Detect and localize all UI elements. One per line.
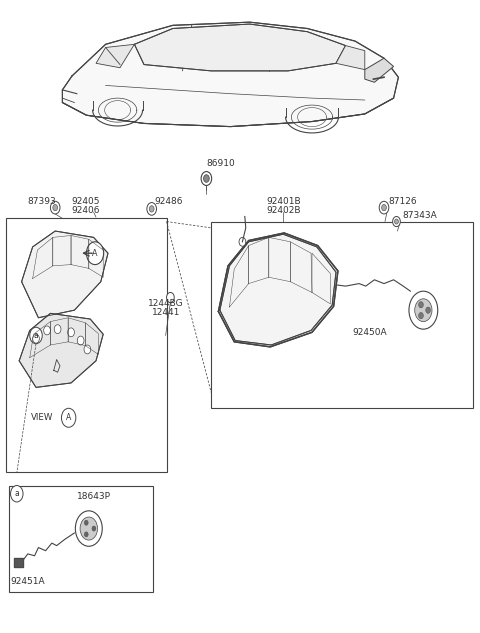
Circle shape — [86, 242, 104, 265]
Circle shape — [80, 517, 97, 540]
Polygon shape — [19, 313, 103, 387]
Circle shape — [382, 204, 386, 211]
Polygon shape — [14, 558, 23, 567]
Circle shape — [61, 408, 76, 427]
Text: VIEW: VIEW — [31, 413, 54, 422]
Circle shape — [30, 327, 42, 344]
Circle shape — [393, 216, 400, 227]
Circle shape — [33, 334, 39, 343]
Text: A: A — [92, 249, 98, 258]
Text: 1244BG: 1244BG — [148, 299, 183, 308]
Polygon shape — [22, 231, 108, 318]
Polygon shape — [96, 44, 134, 68]
Text: 92486: 92486 — [155, 197, 183, 206]
Circle shape — [147, 203, 156, 215]
Circle shape — [92, 526, 96, 531]
Circle shape — [84, 520, 88, 525]
Circle shape — [426, 307, 431, 313]
Circle shape — [415, 299, 432, 322]
Text: 86910: 86910 — [206, 160, 235, 168]
Polygon shape — [134, 24, 346, 71]
Circle shape — [204, 175, 209, 182]
Polygon shape — [218, 233, 338, 347]
Circle shape — [167, 292, 174, 303]
Text: 92405: 92405 — [71, 197, 99, 206]
Circle shape — [149, 206, 154, 212]
Circle shape — [44, 326, 50, 335]
Text: 87126: 87126 — [389, 197, 418, 206]
Text: A: A — [66, 413, 71, 422]
Polygon shape — [220, 234, 336, 345]
Text: 87343A: 87343A — [402, 211, 437, 220]
Polygon shape — [365, 58, 394, 82]
Text: 18643P: 18643P — [77, 492, 111, 501]
Text: a: a — [14, 489, 19, 498]
Polygon shape — [336, 46, 365, 70]
Circle shape — [409, 291, 438, 329]
Circle shape — [201, 172, 212, 185]
Text: 87393: 87393 — [28, 197, 57, 206]
Text: 92451A: 92451A — [11, 577, 45, 586]
Circle shape — [53, 204, 58, 211]
Circle shape — [54, 325, 61, 334]
Circle shape — [68, 328, 74, 337]
Polygon shape — [62, 22, 398, 127]
Circle shape — [395, 219, 398, 224]
Text: 12441: 12441 — [152, 308, 180, 317]
Circle shape — [84, 345, 91, 354]
Circle shape — [11, 486, 23, 502]
Text: 92402B: 92402B — [266, 206, 301, 215]
Circle shape — [75, 511, 102, 546]
Circle shape — [419, 313, 423, 319]
Circle shape — [419, 301, 423, 308]
Text: 92401B: 92401B — [266, 197, 301, 206]
Bar — [6, 218, 167, 472]
Circle shape — [77, 336, 84, 345]
Bar — [211, 222, 473, 408]
Text: a: a — [34, 331, 38, 340]
Text: 92406: 92406 — [71, 206, 99, 215]
Circle shape — [84, 532, 88, 537]
Circle shape — [379, 201, 389, 214]
Bar — [9, 486, 153, 592]
Circle shape — [239, 237, 246, 246]
Circle shape — [50, 201, 60, 214]
Text: 92450A: 92450A — [353, 328, 387, 337]
